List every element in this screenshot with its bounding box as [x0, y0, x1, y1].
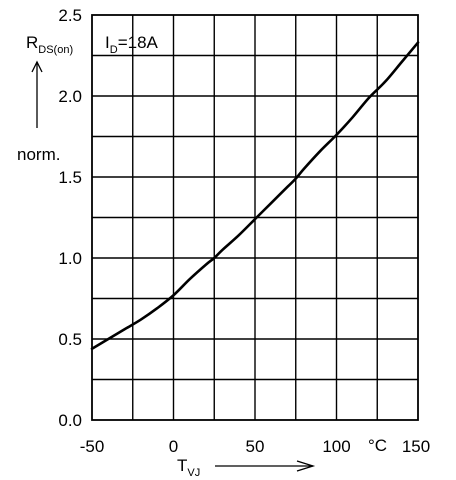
- x-tick-label: 0: [169, 437, 178, 456]
- x-tick-label: 50: [246, 437, 265, 456]
- y-axis-norm-label: norm.: [17, 145, 60, 164]
- x-axis-label: TVJ: [177, 456, 200, 479]
- plot-frame: [91, 14, 419, 421]
- current-annotation: ID=18A: [105, 33, 159, 56]
- annotation-rest: =18A: [118, 33, 159, 52]
- x-axis-unit: °C: [368, 436, 387, 455]
- y-axis-arrow: [31, 60, 43, 128]
- series-line: [90, 41, 420, 351]
- y-axis-label-main: R: [26, 33, 38, 52]
- x-tick-labels: -50 0 50 100 150: [80, 437, 430, 456]
- x-axis-label-main: T: [177, 456, 187, 475]
- x-axis-label-sub: VJ: [187, 467, 200, 479]
- x-tick-label: 150: [402, 437, 430, 456]
- annotation-sub: D: [110, 44, 118, 56]
- x-tick-label: -50: [80, 437, 105, 456]
- y-tick-label: 0.5: [58, 330, 82, 349]
- y-axis-label: RDS(on): [26, 33, 73, 56]
- y-tick-label: 1.5: [58, 168, 82, 187]
- y-axis-label-sub: DS(on): [38, 44, 73, 56]
- y-tick-label: 0.0: [58, 411, 82, 430]
- y-tick-label: 2.0: [58, 87, 82, 106]
- annotation-main: I: [105, 33, 110, 52]
- y-tick-label: 2.5: [58, 6, 82, 25]
- x-axis-arrow: [215, 460, 316, 472]
- grid-lines: [92, 15, 418, 420]
- x-tick-label: 100: [322, 437, 350, 456]
- y-tick-labels: 0.0 0.5 1.0 1.5 2.0 2.5: [58, 6, 82, 430]
- y-tick-label: 1.0: [58, 249, 82, 268]
